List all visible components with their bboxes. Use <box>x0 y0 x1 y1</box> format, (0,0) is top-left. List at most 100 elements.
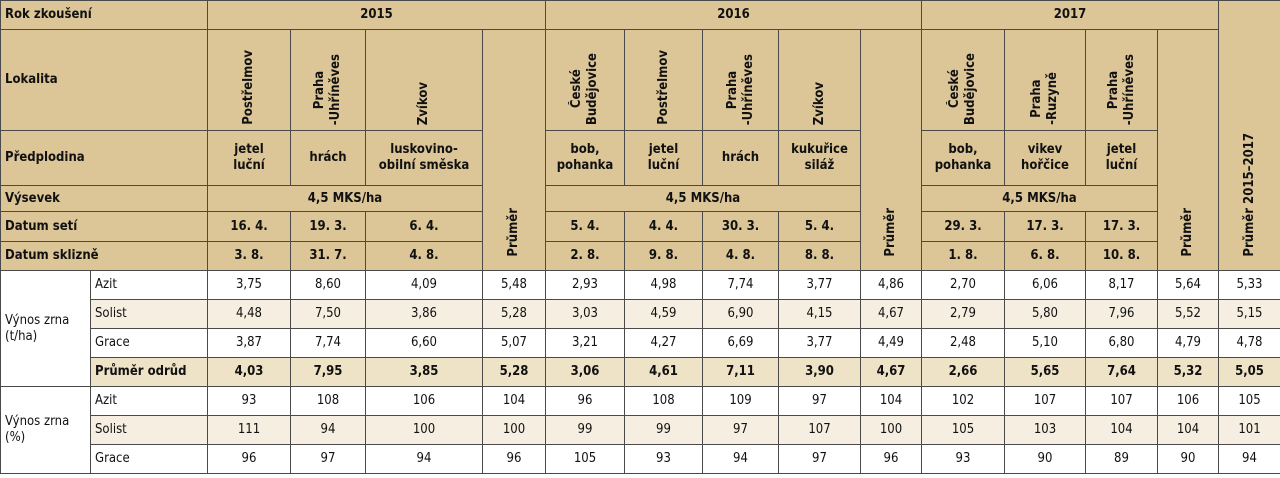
value-cell: 104 <box>482 386 546 416</box>
value-cell: 104 <box>1157 415 1219 445</box>
value-cell: 4,09 <box>365 270 483 300</box>
harvest-dates: 9. 8. <box>624 241 703 271</box>
overall-mean-header: Průměr 2015–2017 <box>1218 0 1280 271</box>
value-cell: 105 <box>921 415 1005 445</box>
value-cell: 3,87 <box>207 328 291 358</box>
location: Zvíkov <box>365 29 483 131</box>
year-header: 2016 <box>545 0 922 30</box>
location: Postřelmov <box>624 29 703 131</box>
value-cell: 108 <box>624 386 703 416</box>
value-cell: 7,11 <box>702 357 779 387</box>
variety: Grace <box>90 328 208 358</box>
value-cell: 105 <box>1218 386 1280 416</box>
location-text: České Budějovice <box>947 52 978 125</box>
value-cell: 111 <box>207 415 291 445</box>
location-text: Praha -Uhříněves <box>724 53 756 125</box>
seeding-rate: 4,5 MKS/ha <box>207 185 483 212</box>
value-cell: 4,48 <box>207 299 291 329</box>
location-text: Zvíkov <box>811 81 827 125</box>
mean-header: Průměr <box>482 29 546 271</box>
table-row: Solist 111 94 100 100 99 99 97 107 100 105 103 104 10… <box>1 415 1280 445</box>
value-cell: 3,86 <box>365 299 483 329</box>
value-cell: 3,85 <box>365 357 483 387</box>
value-cell: 4,67 <box>860 357 922 387</box>
preceding-crop: hrách <box>702 130 779 186</box>
harvest-dates: 4. 8. <box>702 241 779 271</box>
table-row: Průměr odrůd 4,03 7,95 3,85 5,28 3,06 4,61 7,11… <box>1 357 1280 387</box>
value-cell: 4,78 <box>1218 328 1280 358</box>
harvest-dates: 2. 8. <box>545 241 625 271</box>
sowing-dates: 4. 4. <box>624 211 703 242</box>
location: Praha -Uhříněves <box>290 29 366 131</box>
seeding-rate: 4,5 MKS/ha <box>545 185 861 212</box>
row-label: Lokalita <box>0 29 208 131</box>
value-cell: 3,90 <box>778 357 861 387</box>
preceding-crop: jetel luční <box>1085 130 1158 186</box>
value-cell: 4,59 <box>624 299 703 329</box>
value-cell: 102 <box>921 386 1005 416</box>
value-cell: 7,95 <box>290 357 366 387</box>
preceding-crop: jetel luční <box>207 130 291 186</box>
value-cell: 93 <box>624 444 703 474</box>
value-cell: 99 <box>624 415 703 445</box>
value-cell: 5,80 <box>1004 299 1086 329</box>
value-cell: 96 <box>860 444 922 474</box>
harvest-dates: 4. 8. <box>365 241 483 271</box>
location-text: Praha -Uhříněves <box>312 53 343 125</box>
value-cell: 94 <box>702 444 779 474</box>
value-cell: 4,03 <box>207 357 291 387</box>
value-cell: 6,80 <box>1085 328 1158 358</box>
value-cell: 6,06 <box>1004 270 1086 300</box>
preceding-crop: bob, pohanka <box>921 130 1005 186</box>
row-label: Datum sklizně <box>0 241 208 271</box>
value-cell: 97 <box>778 386 861 416</box>
value-cell: 6,69 <box>702 328 779 358</box>
mean-header: Průměr <box>860 29 922 271</box>
value-cell: 3,06 <box>545 357 625 387</box>
sowing-dates: 17. 3. <box>1085 211 1158 242</box>
value-cell: 5,28 <box>482 357 546 387</box>
value-cell: 96 <box>207 444 291 474</box>
value-cell: 8,17 <box>1085 270 1158 300</box>
value-cell: 100 <box>860 415 922 445</box>
table-row: Datum sklizně 3. 8. 31. 7. 4. 8. 2. 8. 9. 8. 4… <box>0 241 1280 271</box>
value-cell: 2,70 <box>921 270 1005 300</box>
harvest-dates: 1. 8. <box>921 241 1005 271</box>
value-cell: 5,52 <box>1157 299 1219 329</box>
preceding-crop: bob, pohanka <box>545 130 625 186</box>
value-cell: 3,75 <box>207 270 291 300</box>
table-row: Výnos zrna (t/ha) Azit 3,75 8,60 4,09 5,48 2,9… <box>0 270 1280 387</box>
value-cell: 104 <box>1085 415 1158 445</box>
mean-header: Průměr <box>1157 29 1219 271</box>
value-cell: 3,77 <box>778 270 861 300</box>
value-cell: 5,10 <box>1004 328 1086 358</box>
value-cell: 7,74 <box>702 270 779 300</box>
value-cell: 4,86 <box>860 270 922 300</box>
table-row: Grace 96 97 94 96 105 93 94 97 96 93 90 89 90 94 <box>1 444 1280 474</box>
value-cell: 107 <box>1004 386 1086 416</box>
value-cell: 96 <box>482 444 546 474</box>
value-cell: 108 <box>290 386 366 416</box>
value-cell: 6,60 <box>365 328 483 358</box>
location: Praha -Uhříněves <box>702 29 779 131</box>
value-cell: 5,48 <box>482 270 546 300</box>
value-cell: 7,96 <box>1085 299 1158 329</box>
value-cell: 4,49 <box>860 328 922 358</box>
location-text: České Budějovice <box>569 52 600 125</box>
value-cell: 100 <box>365 415 483 445</box>
value-cell: 106 <box>1157 386 1219 416</box>
table-row: Rok zkoušení 2015 2016 2017 Průměr 2015–2017 <box>0 0 1280 271</box>
sowing-dates: 6. 4. <box>365 211 483 242</box>
mean-header-text: Průměr <box>1180 208 1195 257</box>
value-cell: 93 <box>207 386 291 416</box>
harvest-dates: 31. 7. <box>290 241 366 271</box>
value-cell: 5,15 <box>1218 299 1280 329</box>
location-text: Zvíkov <box>416 81 431 125</box>
value-cell: 5,28 <box>482 299 546 329</box>
mean-header-text: Průměr <box>883 208 898 257</box>
preceding-crop: hrách <box>290 130 366 186</box>
value-cell: 94 <box>290 415 366 445</box>
value-cell: 100 <box>482 415 546 445</box>
value-cell: 90 <box>1157 444 1219 474</box>
